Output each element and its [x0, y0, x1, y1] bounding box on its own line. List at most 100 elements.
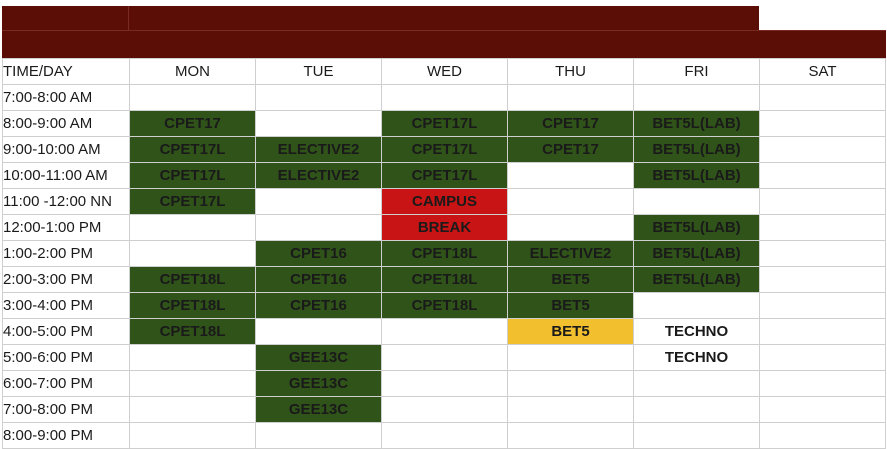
schedule-cell-wed[interactable]: CAMPUS	[381, 188, 508, 215]
schedule-cell-mon[interactable]: CPET18L	[129, 292, 256, 319]
corner-label[interactable]: TIME/DAY	[2, 58, 130, 85]
time-slot-label[interactable]: 7:00-8:00 AM	[2, 84, 130, 111]
time-slot-label[interactable]: 1:00-2:00 PM	[2, 240, 130, 267]
schedule-cell-wed[interactable]	[381, 422, 508, 449]
schedule-cell-mon[interactable]	[129, 422, 256, 449]
schedule-cell-sat[interactable]	[759, 240, 886, 267]
schedule-cell-tue[interactable]: ELECTIVE2	[255, 162, 382, 189]
day-header-fri[interactable]: FRI	[633, 58, 760, 85]
time-slot-label[interactable]: 12:00-1:00 PM	[2, 214, 130, 241]
schedule-cell-fri[interactable]	[633, 370, 760, 397]
schedule-cell-sat[interactable]	[759, 396, 886, 423]
schedule-cell-sat[interactable]	[759, 110, 886, 137]
schedule-cell-mon[interactable]	[129, 344, 256, 371]
schedule-cell-sat[interactable]	[759, 214, 886, 241]
time-slot-label[interactable]: 10:00-11:00 AM	[2, 162, 130, 189]
schedule-cell-tue[interactable]	[255, 84, 382, 111]
schedule-cell-mon[interactable]	[129, 240, 256, 267]
schedule-cell-sat[interactable]	[759, 266, 886, 293]
schedule-cell-mon[interactable]: CPET17	[129, 110, 256, 137]
time-slot-label[interactable]: 2:00-3:00 PM	[2, 266, 130, 293]
schedule-cell-wed[interactable]	[381, 370, 508, 397]
schedule-cell-thu[interactable]: BET5	[507, 266, 634, 293]
schedule-cell-mon[interactable]: CPET18L	[129, 266, 256, 293]
schedule-cell-thu[interactable]	[507, 422, 634, 449]
schedule-cell-tue[interactable]: CPET16	[255, 240, 382, 267]
schedule-cell-mon[interactable]: CPET18L	[129, 318, 256, 345]
time-slot-label[interactable]: 8:00-9:00 PM	[2, 422, 130, 449]
schedule-cell-tue[interactable]	[255, 422, 382, 449]
schedule-cell-wed[interactable]: CPET17L	[381, 162, 508, 189]
schedule-cell-sat[interactable]	[759, 188, 886, 215]
schedule-cell-thu[interactable]	[507, 370, 634, 397]
schedule-cell-sat[interactable]	[759, 162, 886, 189]
time-slot-label[interactable]: 7:00-8:00 PM	[2, 396, 130, 423]
schedule-cell-thu[interactable]: ELECTIVE2	[507, 240, 634, 267]
schedule-cell-mon[interactable]	[129, 84, 256, 111]
schedule-cell-sat[interactable]	[759, 84, 886, 111]
schedule-cell-fri[interactable]: TECHNO	[633, 318, 760, 345]
schedule-cell-fri[interactable]: BET5L(LAB)	[633, 162, 760, 189]
schedule-cell-tue[interactable]	[255, 318, 382, 345]
schedule-cell-fri[interactable]: BET5L(LAB)	[633, 266, 760, 293]
time-slot-label[interactable]: 5:00-6:00 PM	[2, 344, 130, 371]
time-slot-label[interactable]: 4:00-5:00 PM	[2, 318, 130, 345]
schedule-cell-tue[interactable]	[255, 110, 382, 137]
schedule-cell-fri[interactable]	[633, 422, 760, 449]
schedule-cell-wed[interactable]: CPET18L	[381, 266, 508, 293]
schedule-cell-sat[interactable]	[759, 136, 886, 163]
schedule-cell-fri[interactable]: BET5L(LAB)	[633, 214, 760, 241]
schedule-cell-sat[interactable]	[759, 370, 886, 397]
schedule-cell-thu[interactable]: BET5	[507, 318, 634, 345]
schedule-cell-fri[interactable]	[633, 292, 760, 319]
schedule-cell-tue[interactable]	[255, 188, 382, 215]
schedule-cell-fri[interactable]	[633, 84, 760, 111]
schedule-cell-wed[interactable]	[381, 396, 508, 423]
schedule-cell-mon[interactable]: CPET17L	[129, 188, 256, 215]
day-header-sat[interactable]: SAT	[759, 58, 886, 85]
schedule-cell-thu[interactable]	[507, 162, 634, 189]
schedule-cell-wed[interactable]: CPET18L	[381, 292, 508, 319]
schedule-cell-wed[interactable]	[381, 318, 508, 345]
schedule-cell-mon[interactable]: CPET17L	[129, 162, 256, 189]
day-header-mon[interactable]: MON	[129, 58, 256, 85]
schedule-cell-fri[interactable]: BET5L(LAB)	[633, 240, 760, 267]
schedule-cell-tue[interactable]: ELECTIVE2	[255, 136, 382, 163]
schedule-cell-thu[interactable]	[507, 214, 634, 241]
schedule-cell-sat[interactable]	[759, 344, 886, 371]
schedule-cell-tue[interactable]: GEE13C	[255, 370, 382, 397]
schedule-cell-thu[interactable]: CPET17	[507, 110, 634, 137]
schedule-cell-mon[interactable]	[129, 370, 256, 397]
schedule-cell-thu[interactable]	[507, 344, 634, 371]
day-header-wed[interactable]: WED	[381, 58, 508, 85]
time-slot-label[interactable]: 11:00 -12:00 NN	[2, 188, 130, 215]
schedule-cell-sat[interactable]	[759, 318, 886, 345]
schedule-cell-wed[interactable]	[381, 344, 508, 371]
schedule-cell-thu[interactable]	[507, 396, 634, 423]
schedule-cell-thu[interactable]	[507, 188, 634, 215]
schedule-cell-thu[interactable]: CPET17	[507, 136, 634, 163]
schedule-cell-tue[interactable]: CPET16	[255, 266, 382, 293]
schedule-cell-fri[interactable]	[633, 396, 760, 423]
schedule-cell-tue[interactable]: GEE13C	[255, 396, 382, 423]
schedule-cell-mon[interactable]: CPET17L	[129, 136, 256, 163]
day-header-thu[interactable]: THU	[507, 58, 634, 85]
schedule-cell-tue[interactable]	[255, 214, 382, 241]
time-slot-label[interactable]: 3:00-4:00 PM	[2, 292, 130, 319]
schedule-cell-wed[interactable]: CPET18L	[381, 240, 508, 267]
schedule-cell-thu[interactable]	[507, 84, 634, 111]
schedule-cell-sat[interactable]	[759, 422, 886, 449]
schedule-cell-wed[interactable]: BREAK	[381, 214, 508, 241]
schedule-cell-fri[interactable]	[633, 188, 760, 215]
schedule-cell-fri[interactable]: BET5L(LAB)	[633, 110, 760, 137]
schedule-cell-wed[interactable]: CPET17L	[381, 110, 508, 137]
time-slot-label[interactable]: 9:00-10:00 AM	[2, 136, 130, 163]
schedule-cell-tue[interactable]: GEE13C	[255, 344, 382, 371]
schedule-cell-mon[interactable]	[129, 214, 256, 241]
schedule-cell-fri[interactable]: TECHNO	[633, 344, 760, 371]
schedule-cell-tue[interactable]: CPET16	[255, 292, 382, 319]
schedule-cell-mon[interactable]	[129, 396, 256, 423]
schedule-cell-fri[interactable]: BET5L(LAB)	[633, 136, 760, 163]
time-slot-label[interactable]: 6:00-7:00 PM	[2, 370, 130, 397]
schedule-cell-thu[interactable]: BET5	[507, 292, 634, 319]
